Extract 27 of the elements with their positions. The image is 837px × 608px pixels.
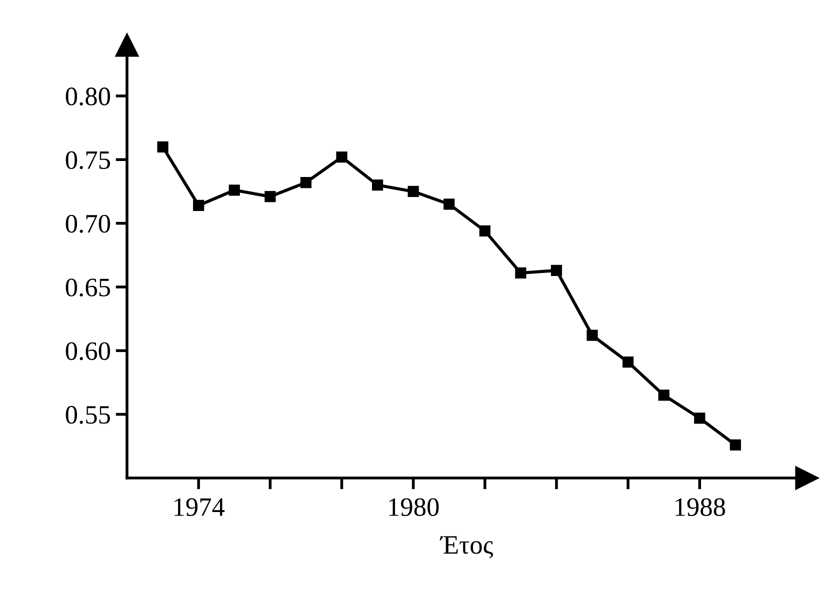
point [336,152,348,163]
point [586,330,598,341]
x-tick-label: 1974 [174,498,225,516]
x-axis-title: Έτος [440,536,494,558]
x-tick-label: 1988 [676,498,726,516]
point [622,356,634,368]
point [264,190,276,202]
y-tick-label: 0.70 [66,214,110,233]
point [157,141,168,152]
point [658,390,670,401]
point [228,184,240,196]
point [730,439,741,450]
y-tick-label: 0.60 [66,342,110,360]
point [408,186,419,198]
y-tick-label: 0.65 [66,278,110,296]
y-tick-label: 0.80 [66,88,110,106]
x-tick-label: 1980 [389,498,439,516]
point [444,198,455,210]
point [300,176,312,188]
point [479,225,490,236]
point [515,267,526,279]
y-tick-label: 0.75 [66,151,110,170]
point [193,200,204,212]
y-tick-label: 0.55 [66,406,110,424]
point [550,264,562,276]
point [694,412,706,424]
point [372,180,384,191]
